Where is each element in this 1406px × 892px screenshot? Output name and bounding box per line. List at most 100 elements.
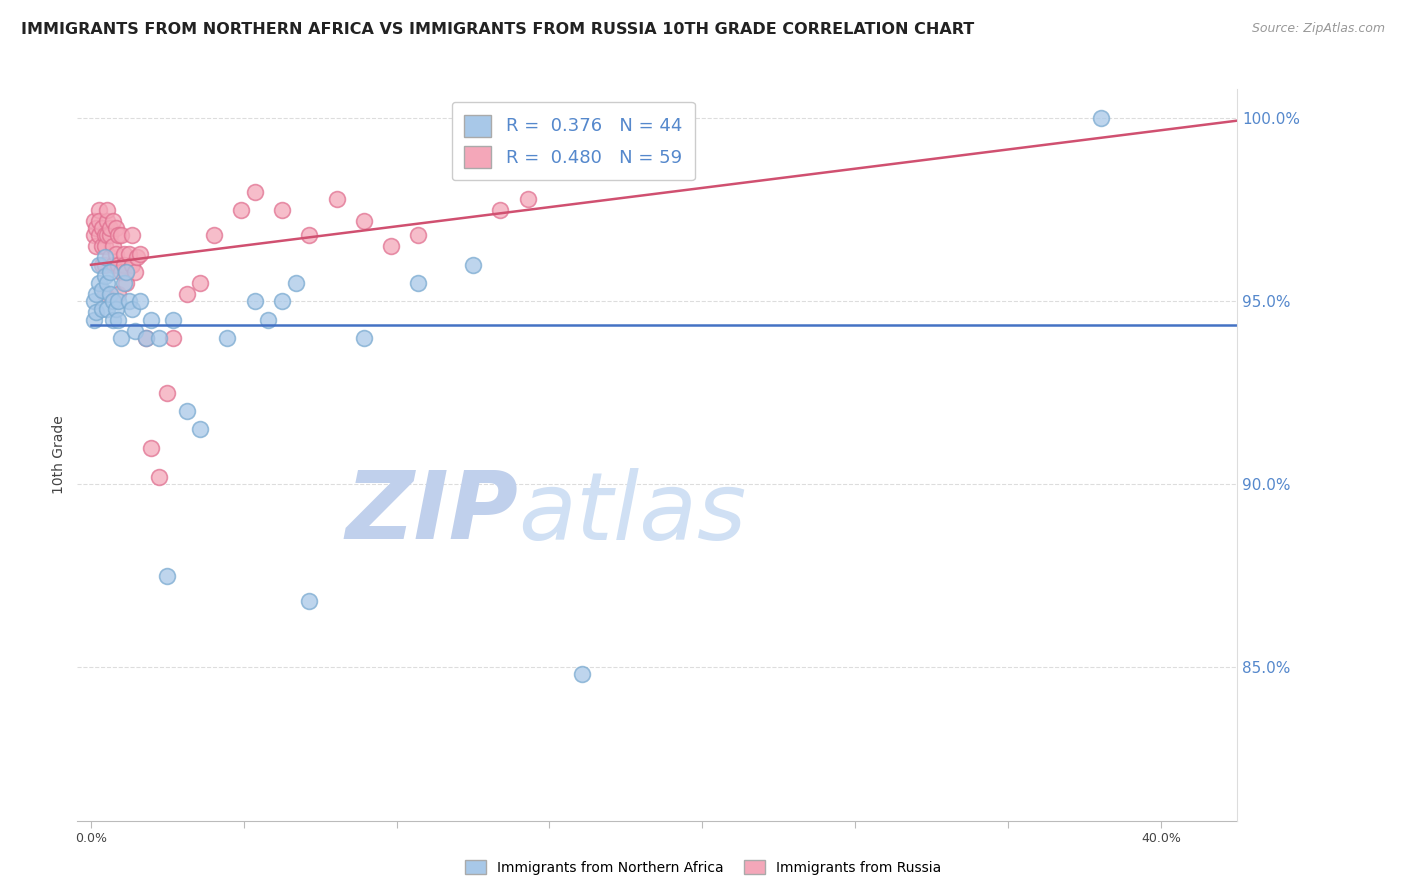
Point	[90, 284, 112, 298]
Point	[571, 667, 593, 681]
Point	[83, 312, 105, 326]
Point	[156, 568, 179, 582]
Point	[1090, 112, 1112, 126]
Point	[112, 276, 135, 290]
Point	[271, 294, 294, 309]
Point	[188, 422, 211, 436]
Text: atlas: atlas	[517, 468, 747, 559]
Point	[129, 294, 152, 309]
Legend: Immigrants from Northern Africa, Immigrants from Russia: Immigrants from Northern Africa, Immigra…	[460, 855, 946, 880]
Text: Source: ZipAtlas.com: Source: ZipAtlas.com	[1251, 22, 1385, 36]
Point	[98, 221, 121, 235]
Point	[96, 301, 118, 316]
Point	[98, 265, 121, 279]
Point	[271, 202, 294, 217]
Point	[626, 155, 648, 169]
Point	[461, 258, 484, 272]
Point	[298, 594, 321, 608]
Point	[104, 301, 127, 316]
Point	[135, 331, 157, 345]
Point	[353, 331, 375, 345]
Point	[90, 221, 112, 235]
Point	[353, 214, 375, 228]
Point	[148, 470, 170, 484]
Legend: R =  0.376   N = 44, R =  0.480   N = 59: R = 0.376 N = 44, R = 0.480 N = 59	[451, 102, 695, 180]
Point	[325, 192, 347, 206]
Point	[98, 251, 121, 265]
Point	[176, 287, 198, 301]
Point	[89, 202, 111, 217]
Point	[135, 331, 157, 345]
Point	[89, 258, 111, 272]
Point	[121, 301, 143, 316]
Point	[217, 331, 239, 345]
Point	[489, 202, 512, 217]
Point	[298, 228, 321, 243]
Text: IMMIGRANTS FROM NORTHERN AFRICA VS IMMIGRANTS FROM RUSSIA 10TH GRADE CORRELATION: IMMIGRANTS FROM NORTHERN AFRICA VS IMMIG…	[21, 22, 974, 37]
Point	[101, 312, 124, 326]
Point	[516, 192, 538, 206]
Point	[96, 276, 118, 290]
Point	[139, 312, 162, 326]
Point	[83, 228, 105, 243]
Point	[89, 228, 111, 243]
Point	[89, 276, 111, 290]
Point	[90, 239, 112, 253]
Point	[104, 247, 127, 261]
Point	[98, 228, 121, 243]
Text: ZIP: ZIP	[346, 467, 517, 559]
Point	[89, 214, 111, 228]
Point	[156, 385, 179, 400]
Point	[101, 294, 124, 309]
Point	[408, 228, 430, 243]
Point	[96, 214, 118, 228]
Point	[162, 312, 184, 326]
Point	[243, 185, 266, 199]
Point	[115, 276, 138, 290]
Point	[176, 404, 198, 418]
Point	[101, 239, 124, 253]
Point	[93, 251, 115, 265]
Point	[162, 331, 184, 345]
Point	[107, 287, 129, 301]
Point	[107, 258, 129, 272]
Point	[110, 265, 132, 279]
Point	[115, 265, 138, 279]
Point	[93, 268, 115, 283]
Point	[202, 228, 225, 243]
Point	[86, 221, 108, 235]
Point	[96, 202, 118, 217]
Point	[93, 287, 115, 301]
Point	[118, 247, 141, 261]
Point	[112, 258, 135, 272]
Point	[121, 258, 143, 272]
Point	[129, 247, 152, 261]
Point	[124, 265, 146, 279]
Point	[86, 305, 108, 319]
Point	[229, 202, 252, 217]
Point	[110, 331, 132, 345]
Point	[93, 258, 115, 272]
Point	[98, 287, 121, 301]
Point	[101, 258, 124, 272]
Point	[257, 312, 280, 326]
Point	[83, 294, 105, 309]
Point	[110, 228, 132, 243]
Point	[107, 294, 129, 309]
Point	[118, 294, 141, 309]
Point	[107, 312, 129, 326]
Point	[86, 239, 108, 253]
Point	[83, 214, 105, 228]
Point	[188, 276, 211, 290]
Point	[121, 228, 143, 243]
Point	[90, 258, 112, 272]
Point	[115, 265, 138, 279]
Point	[93, 228, 115, 243]
Point	[380, 239, 402, 253]
Point	[93, 239, 115, 253]
Point	[243, 294, 266, 309]
Point	[148, 331, 170, 345]
Y-axis label: 10th Grade: 10th Grade	[52, 416, 66, 494]
Point	[127, 251, 149, 265]
Point	[139, 441, 162, 455]
